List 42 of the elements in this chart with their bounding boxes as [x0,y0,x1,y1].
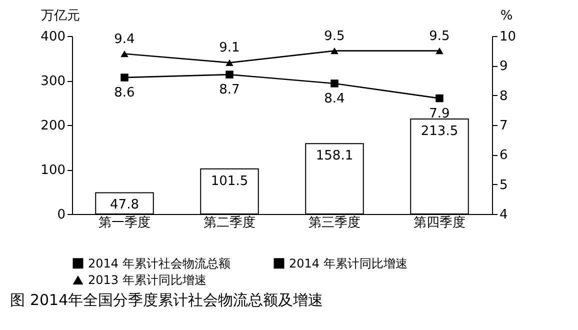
legend-label: 2013 年累计同比增速 [88,273,206,287]
data-label: 7.9 [429,106,450,122]
data-label: 158.1 [316,148,354,164]
point [436,94,444,102]
data-label: 213.5 [420,124,458,139]
x-tick-label: 第三季度 [308,214,360,230]
y2-tick-label: 9 [500,59,508,74]
text: 图 2014年全国分季度累计社会物流总额及增速 [10,291,324,309]
y-tick-label: 400 [40,30,66,44]
y2-tick-label: 4 [500,208,508,222]
point [226,70,234,78]
point [120,74,128,82]
data-label: 9.5 [429,28,450,44]
data-label: 9.5 [324,28,345,44]
data-label: 9.4 [114,32,135,47]
data-label: 47.8 [110,198,139,213]
legend-label: 2014 年累计同比增速 [289,256,408,270]
point [436,47,444,54]
y2-tick-label: 10 [500,30,516,44]
y-tick-label: 0 [57,208,66,222]
data-label: 101.5 [210,174,248,189]
data-label: 8.6 [114,86,135,101]
y-tick-label: 100 [40,163,66,178]
x-tick-label: 第四季度 [414,214,466,230]
y2-tick-label: 5 [500,178,508,193]
y-tick-label: 200 [40,118,66,134]
x-tick-label: 第一季度 [98,214,150,230]
y-axis-title: 万亿元 [41,8,80,24]
point [330,80,338,88]
y2-tick-label: 8 [500,88,508,104]
point [120,50,128,58]
data-label: 8.7 [219,82,240,98]
data-label: 8.4 [324,91,345,106]
legend-label: 2014 年累计社会物流总额 [88,256,230,270]
y-tick-label: 300 [40,74,66,89]
point [330,47,338,54]
data-label: 9.1 [219,40,240,56]
y2-tick-label: 6 [500,148,508,164]
y2-axis-title: % [500,8,513,24]
x-tick-label: 第二季度 [204,214,256,230]
y2-tick-label: 7 [500,118,508,134]
point [226,59,234,66]
